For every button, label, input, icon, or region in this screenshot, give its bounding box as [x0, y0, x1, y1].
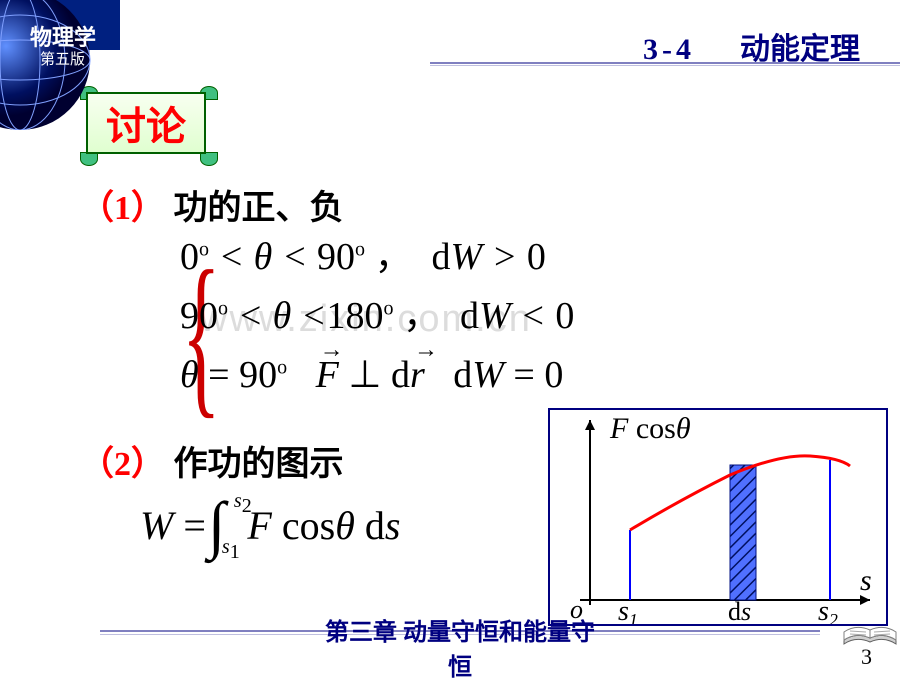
scroll-cap	[200, 152, 218, 166]
point-1-num: （1）	[80, 190, 165, 227]
point-2-num: （2）	[80, 446, 165, 483]
case-1: 0o < θ < 90o ， dW > 0	[180, 228, 574, 287]
point-2-text: 作功的图示	[174, 446, 344, 483]
svg-text:s: s	[860, 564, 872, 597]
case-3: θ = 90o F ⊥ dr dW = 0	[180, 346, 574, 405]
header-rule-2	[430, 65, 900, 66]
work-graph: F cosθ s o s1 ds s2	[548, 408, 888, 626]
point-2: （2） 作功的图示	[80, 436, 344, 485]
svg-text:F cosθ: F cosθ	[609, 412, 691, 445]
header-rule	[430, 62, 900, 64]
point-1-text: 功的正、负	[174, 190, 344, 227]
work-integral: W = ∫s2s1 F cosθ ds	[140, 488, 400, 562]
case-2: 90o < θ <180o ， dW < 0	[180, 287, 574, 346]
scroll-cap	[80, 152, 98, 166]
cases-block: 0o < θ < 90o ， dW > 0 90o < θ <180o ， dW…	[180, 228, 574, 405]
chapter-footer: 第三章 动量守恒和能量守恒	[0, 612, 920, 682]
book-icon	[840, 604, 900, 650]
point-1: （1） 功的正、负	[80, 180, 344, 229]
book-edition: 第五版	[40, 48, 85, 69]
